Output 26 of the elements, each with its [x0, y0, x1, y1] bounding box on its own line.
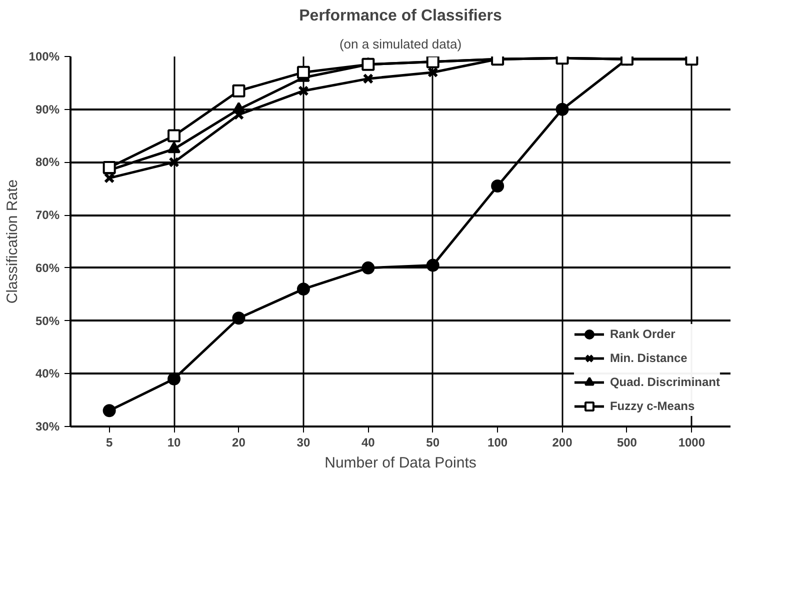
y-tick-label: 70%: [35, 208, 60, 222]
x-tick-label: 5: [106, 436, 113, 450]
y-tick-label: 80%: [35, 155, 60, 170]
chart-subtitle: (on a simulated data): [339, 36, 462, 52]
x-axis-title: Number of Data Points: [324, 454, 476, 472]
legend-label: Quad. Discriminant: [610, 375, 720, 389]
legend-label: Min. Distance: [610, 351, 688, 365]
x-tick-label: 30: [296, 436, 310, 450]
legend-label: Rank Order: [610, 327, 676, 341]
y-tick-label: 60%: [35, 260, 60, 275]
x-tick-label: 10: [167, 436, 182, 450]
legend-label: Fuzzy c-Means: [610, 399, 695, 413]
x-tick-label: 100: [488, 436, 508, 450]
x-tick-label: 50: [426, 436, 440, 450]
chart-title: Performance of Classifiers: [299, 8, 502, 24]
y-axis-title: Classification Rate: [4, 179, 21, 304]
y-tick-label: 30%: [35, 420, 60, 434]
y-tick-label: 50%: [35, 314, 60, 328]
y-tick-label: 100%: [28, 50, 60, 64]
x-tick-label: 20: [232, 436, 246, 450]
x-tick-label: 40: [361, 436, 376, 450]
y-tick-label: 90%: [35, 102, 60, 116]
x-tick-label: 200: [552, 436, 573, 450]
x-tick-label: 1000: [678, 436, 706, 450]
y-tick-label: 40%: [35, 366, 60, 381]
x-tick-label: 500: [616, 436, 638, 450]
